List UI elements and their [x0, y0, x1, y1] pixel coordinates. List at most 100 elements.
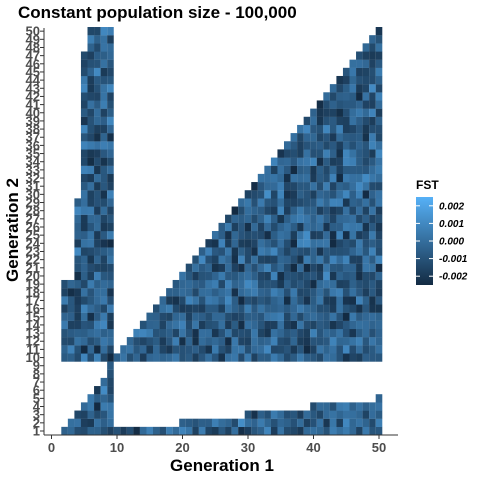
heatmap-cell: [218, 320, 226, 330]
heatmap-cell: [179, 271, 186, 281]
heatmap-cell: [323, 426, 330, 436]
heatmap-cell: [290, 214, 298, 223]
heatmap-cell: [120, 353, 127, 362]
heatmap-cell: [375, 255, 383, 264]
heatmap-cell: [270, 198, 278, 207]
heatmap-cell: [362, 222, 370, 232]
heatmap-cell: [257, 239, 265, 248]
heatmap-cell: [284, 345, 291, 354]
heatmap-cell: [329, 279, 337, 289]
heatmap-cells: [61, 27, 383, 436]
heatmap-cell: [369, 410, 376, 419]
heatmap-cell: [297, 173, 304, 183]
heatmap-cell: [323, 320, 330, 330]
heatmap-cell: [290, 149, 298, 158]
heatmap-cell: [159, 353, 167, 362]
heatmap-cell: [323, 410, 330, 419]
heatmap-cell: [74, 426, 81, 436]
legend-color-bar: [416, 197, 433, 285]
heatmap-cell: [369, 263, 376, 272]
heatmap-cell: [362, 108, 370, 117]
heatmap-cell: [310, 198, 317, 207]
y-tick-label: 21: [26, 260, 40, 275]
heatmap-cell: [74, 214, 81, 223]
heatmap-cell: [238, 279, 245, 289]
heatmap-cell: [310, 173, 317, 183]
heatmap-cell: [323, 133, 330, 142]
heatmap-cell: [264, 231, 271, 240]
heatmap-cell: [323, 312, 330, 321]
heatmap-cell: [107, 402, 114, 411]
heatmap-cell: [120, 426, 127, 436]
heatmap-cell: [323, 214, 330, 223]
heatmap-cell: [369, 345, 376, 354]
heatmap-cell: [67, 337, 75, 346]
y-tick-label: 37: [26, 130, 40, 145]
heatmap-cell: [172, 353, 180, 362]
heatmap-cell: [316, 247, 324, 256]
heatmap-cell: [284, 320, 291, 330]
heatmap-cell: [297, 133, 304, 142]
heatmap-cell: [342, 337, 350, 346]
heatmap-cell: [316, 255, 324, 264]
heatmap-cell: [74, 337, 81, 346]
heatmap-cell: [316, 214, 324, 223]
heatmap-cell: [375, 116, 383, 126]
heatmap-cell: [297, 345, 304, 354]
heatmap-cell: [362, 337, 370, 346]
heatmap-cell: [375, 353, 383, 362]
heatmap-cell: [290, 206, 298, 215]
heatmap-cell: [139, 426, 147, 436]
heatmap-cell: [375, 222, 383, 232]
heatmap-cell: [185, 337, 193, 346]
heatmap-cell: [225, 214, 232, 223]
heatmap-cell: [336, 426, 343, 436]
heatmap-cell: [107, 288, 114, 297]
heatmap-cell: [362, 296, 370, 305]
heatmap-cell: [198, 337, 206, 346]
heatmap-cell: [297, 182, 304, 191]
heatmap-cell: [349, 67, 357, 77]
heatmap-cell: [100, 116, 108, 126]
legend-label: -0.002: [439, 272, 468, 283]
heatmap-cell: [369, 100, 376, 109]
heatmap-cell: [211, 418, 219, 427]
heatmap-cell: [231, 426, 239, 436]
heatmap-cell: [362, 426, 370, 436]
heatmap-cell: [80, 353, 88, 362]
heatmap-cell: [244, 279, 252, 289]
heatmap-cell: [94, 206, 101, 215]
heatmap-cell: [277, 426, 285, 436]
heatmap-cell: [349, 182, 357, 191]
heatmap-cell: [80, 214, 88, 223]
heatmap-cell: [185, 279, 193, 289]
heatmap-cell: [74, 255, 81, 264]
heatmap-cell: [303, 296, 311, 305]
heatmap-cell: [80, 116, 88, 126]
heatmap-cell: [349, 247, 357, 256]
heatmap-cell: [94, 27, 101, 36]
heatmap-cell: [356, 410, 363, 419]
heatmap-cell: [375, 239, 383, 248]
heatmap-cell: [80, 75, 88, 85]
heatmap-cell: [264, 165, 271, 175]
heatmap-cell: [94, 182, 101, 191]
heatmap-cell: [61, 320, 68, 330]
heatmap-cell: [107, 418, 114, 427]
heatmap-cell: [100, 133, 108, 142]
heatmap-cell: [257, 206, 265, 215]
heatmap-cell: [310, 206, 317, 215]
heatmap-cell: [310, 182, 317, 191]
heatmap-cell: [238, 222, 245, 232]
heatmap-cell: [244, 214, 252, 223]
heatmap-cell: [316, 149, 324, 158]
heatmap-cell: [284, 198, 291, 207]
heatmap-cell: [329, 173, 337, 183]
heatmap-cell: [369, 84, 376, 93]
heatmap-cell: [349, 84, 357, 93]
heatmap-cell: [74, 345, 81, 354]
heatmap-cell: [356, 108, 363, 117]
heatmap-cell: [369, 35, 376, 44]
heatmap-cell: [159, 320, 167, 330]
heatmap-cell: [323, 141, 330, 150]
